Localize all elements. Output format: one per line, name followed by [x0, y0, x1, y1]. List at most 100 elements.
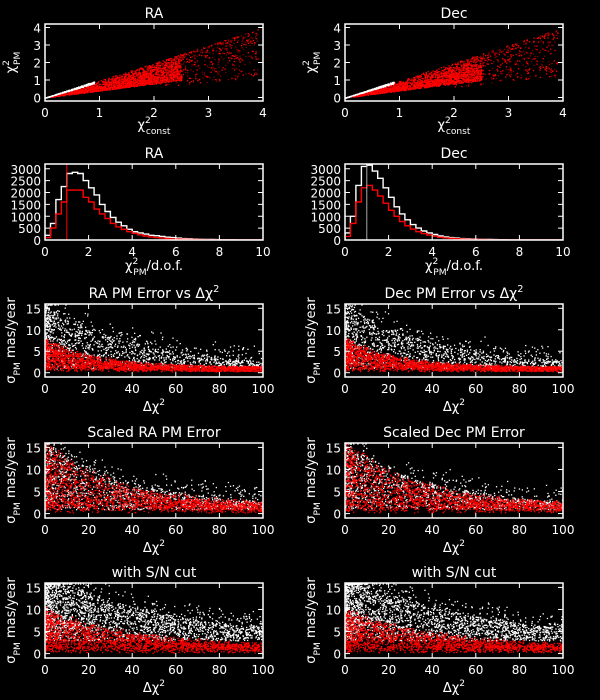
data-point [553, 37, 555, 39]
data-point [513, 45, 516, 47]
data-point [402, 83, 404, 85]
data-point [491, 51, 493, 54]
data-point [557, 61, 559, 64]
data-point [90, 91, 92, 93]
data-point [176, 61, 178, 63]
data-point [92, 90, 95, 92]
data-point [160, 63, 162, 65]
data-point [83, 92, 85, 94]
data-point [548, 42, 550, 44]
data-point [525, 77, 527, 79]
data-point [134, 83, 136, 85]
data-point [158, 67, 160, 69]
data-point [435, 75, 437, 77]
data-point [139, 72, 141, 74]
data-point [123, 73, 125, 75]
data-point [116, 80, 119, 83]
data-point [222, 44, 224, 46]
data-point [145, 80, 148, 82]
data-point [172, 75, 174, 77]
data-point [210, 71, 212, 73]
data-point [442, 80, 444, 82]
data-point [87, 83, 90, 85]
data-point [477, 76, 479, 79]
data-point [464, 71, 467, 74]
data-point [94, 86, 96, 88]
data-point [532, 49, 534, 52]
data-point [415, 78, 417, 81]
data-point [480, 67, 483, 69]
data-point [464, 78, 466, 81]
data-point [389, 89, 392, 91]
data-point [454, 63, 457, 65]
data-point [134, 75, 136, 78]
data-point [546, 46, 548, 48]
data-point [166, 80, 168, 83]
data-point [453, 69, 455, 71]
data-point [89, 83, 91, 85]
data-point [79, 89, 81, 92]
data-point [460, 61, 462, 64]
data-point [505, 76, 507, 78]
data-point [176, 67, 178, 69]
data-point [404, 89, 406, 91]
data-point [154, 80, 156, 82]
data-point [238, 58, 240, 60]
data-point [518, 52, 520, 54]
data-point [450, 75, 452, 78]
data-point [463, 78, 465, 80]
data-point [202, 77, 204, 79]
data-point [479, 66, 481, 69]
data-point [155, 79, 157, 81]
data-point [467, 65, 469, 67]
data-point [443, 74, 445, 76]
data-point [434, 80, 437, 82]
data-point [239, 51, 241, 53]
data-point [156, 81, 159, 83]
data-point [506, 62, 508, 64]
data-point [139, 75, 141, 78]
data-point [163, 60, 165, 62]
data-point [235, 68, 238, 70]
data-point [448, 74, 451, 76]
data-point [456, 65, 458, 67]
data-point [134, 77, 137, 80]
data-point [454, 70, 456, 72]
data-point [469, 77, 472, 79]
data-point [92, 85, 94, 87]
data-point [228, 42, 230, 45]
data-point [150, 73, 152, 75]
data-point [437, 82, 439, 84]
data-point [56, 93, 58, 96]
data-point [144, 82, 146, 84]
data-point [153, 80, 155, 82]
data-point [397, 83, 399, 85]
data-point [122, 78, 124, 80]
data-point [506, 51, 508, 53]
data-point [220, 43, 222, 46]
data-point [171, 67, 174, 70]
data-point [204, 74, 206, 76]
data-point [397, 86, 399, 88]
data-point [440, 78, 442, 81]
data-point [476, 78, 478, 80]
data-point [454, 69, 456, 71]
data-point [116, 81, 118, 83]
data-point [129, 84, 131, 86]
data-point [170, 74, 173, 77]
data-point [131, 77, 133, 79]
data-point [463, 73, 465, 75]
data-point [256, 40, 258, 42]
data-point [155, 74, 157, 77]
data-point [137, 72, 140, 75]
data-point [123, 79, 125, 81]
data-point [203, 47, 205, 49]
data-point [115, 80, 117, 82]
data-point [414, 86, 416, 88]
data-point [497, 52, 499, 54]
data-point [102, 88, 104, 90]
data-point [469, 72, 472, 74]
data-point [162, 77, 164, 79]
data-point [103, 88, 105, 90]
data-point [108, 84, 111, 86]
